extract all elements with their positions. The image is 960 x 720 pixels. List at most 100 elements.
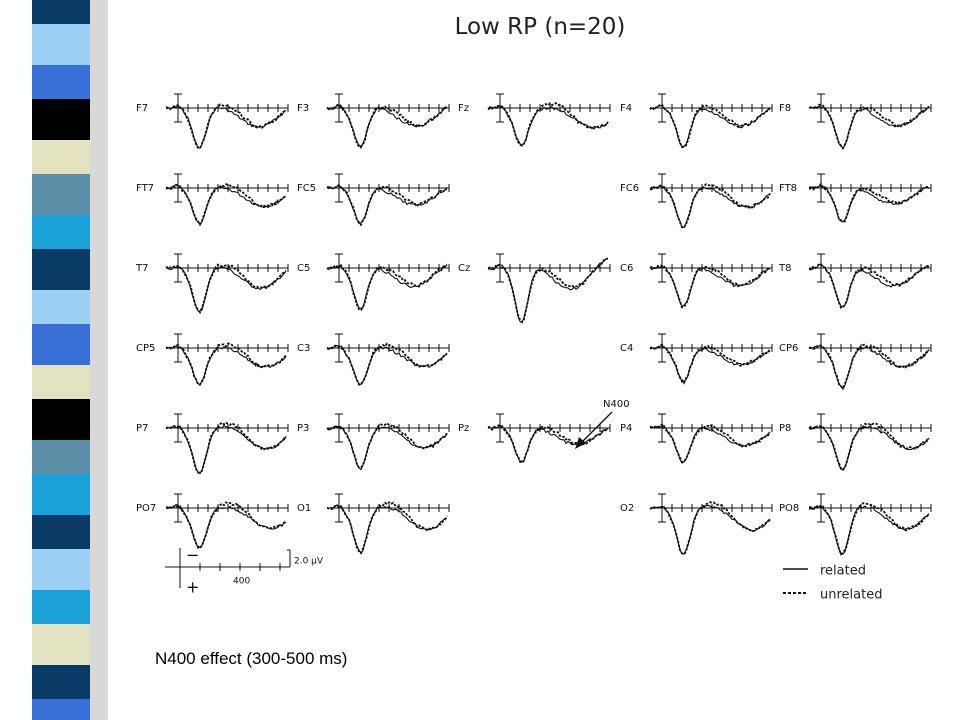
figure-title: Low RP (n=20) <box>455 14 626 40</box>
waveform-related <box>487 105 609 146</box>
waveform-related <box>165 183 287 226</box>
waveform-unrelated <box>650 423 771 463</box>
caption: N400 effect (300-500 ms) <box>155 649 347 668</box>
electrode-label: F7 <box>136 103 148 114</box>
waveform-unrelated <box>649 343 771 385</box>
waveform-unrelated <box>487 257 609 324</box>
electrode-label: PO8 <box>779 503 799 514</box>
electrode-label: Cz <box>458 263 470 274</box>
electrode-label: C4 <box>620 343 633 354</box>
waveform-unrelated <box>649 183 771 229</box>
stripe-block <box>32 515 90 550</box>
waveform-unrelated <box>808 182 930 223</box>
electrode-label: F8 <box>779 103 791 114</box>
waveform-related <box>649 185 771 229</box>
waveform-unrelated <box>808 422 930 471</box>
waveform-related <box>808 504 930 555</box>
electrode-label: P7 <box>136 423 148 434</box>
electrode-label: PO7 <box>136 503 156 514</box>
waveform-unrelated <box>649 501 771 556</box>
waveform-unrelated <box>165 103 287 150</box>
waveform-unrelated <box>165 421 287 474</box>
scale-amplitude: 2.0 μV <box>294 557 324 567</box>
waveform-unrelated <box>649 103 771 149</box>
stripe-block <box>32 365 90 400</box>
electrode-label: FT8 <box>779 183 797 194</box>
electrode-label: O2 <box>620 503 634 514</box>
stripe-block <box>32 290 90 325</box>
waveform-unrelated <box>165 501 287 550</box>
waveform-unrelated <box>326 183 448 227</box>
erp-grid: F7 FT7 T7 CP5 P7 PO7 F3 FC5 C5 C3 P3 O1 Fz Cz Pz F4 FC6 C… <box>135 93 932 556</box>
electrode-label: F3 <box>297 103 309 114</box>
stripe-block <box>32 65 90 100</box>
electrode-label: F4 <box>620 103 632 114</box>
waveform-unrelated <box>326 103 448 149</box>
waveform-related <box>327 184 448 225</box>
waveform-related <box>808 185 930 223</box>
waveform-related <box>808 425 930 470</box>
waveform-related <box>808 344 930 391</box>
stripe-block <box>32 665 90 700</box>
waveform-unrelated <box>165 342 287 386</box>
waveform-related <box>165 266 287 312</box>
waveform-related <box>649 266 771 308</box>
waveform-unrelated <box>326 342 448 386</box>
stripe-block <box>32 324 90 366</box>
electrode-label: CP5 <box>136 343 155 354</box>
scale-bar <box>165 548 291 588</box>
electrode-label: CP6 <box>779 343 798 354</box>
waveform-unrelated <box>165 263 287 315</box>
stripe-block <box>32 215 90 250</box>
waveform-unrelated <box>326 501 448 555</box>
legend-label: unrelated <box>820 588 882 603</box>
waveform-related <box>165 105 287 149</box>
electrode-label: Fz <box>458 103 469 114</box>
stripe-block <box>32 249 90 291</box>
stripe-block <box>32 399 90 441</box>
stripe-block <box>32 440 90 475</box>
stripe-block <box>32 0 90 25</box>
electrode-label: FC5 <box>297 183 316 194</box>
legend-label: related <box>820 564 866 579</box>
electrode-label: T7 <box>135 263 148 274</box>
electrode-label: T8 <box>778 263 791 274</box>
electrode-label: FC6 <box>620 183 639 194</box>
waveform-unrelated <box>808 343 930 390</box>
stripe-edge <box>88 0 108 720</box>
stripe-block <box>32 549 90 591</box>
electrode-label: C3 <box>297 343 310 354</box>
scale-negative: − <box>186 546 199 565</box>
scale-time: 400 <box>233 577 250 587</box>
electrode-label: Pz <box>458 423 469 434</box>
electrode-label: P4 <box>620 423 632 434</box>
electrode-label: O1 <box>297 503 311 514</box>
waveform-unrelated <box>326 263 448 312</box>
electrode-label: FT7 <box>136 183 154 194</box>
electrode-label: P8 <box>779 423 791 434</box>
waveform-related <box>165 424 287 475</box>
waveform-related <box>326 425 448 471</box>
scale-positive: + <box>186 578 199 597</box>
electrode-label: C5 <box>297 263 310 274</box>
waveform-related <box>808 105 930 150</box>
waveform-unrelated <box>649 264 771 309</box>
waveform-unrelated <box>487 424 609 465</box>
annotation: N400 <box>603 399 630 410</box>
waveform-unrelated <box>808 263 930 309</box>
decorative-stripe <box>32 0 108 720</box>
stripe-block <box>32 699 90 720</box>
waveform-related <box>649 424 771 464</box>
waveform-unrelated <box>165 183 287 227</box>
stripe-block <box>32 174 90 216</box>
waveform-unrelated <box>326 421 448 469</box>
stripe-block <box>32 24 90 66</box>
stripe-block <box>32 590 90 625</box>
stripe-block <box>32 99 90 141</box>
electrode-label: C6 <box>620 263 633 274</box>
waveform-unrelated <box>487 101 609 148</box>
stripe-block <box>32 474 90 516</box>
electrode-label: P3 <box>297 423 309 434</box>
annotation-arrow <box>579 411 613 445</box>
